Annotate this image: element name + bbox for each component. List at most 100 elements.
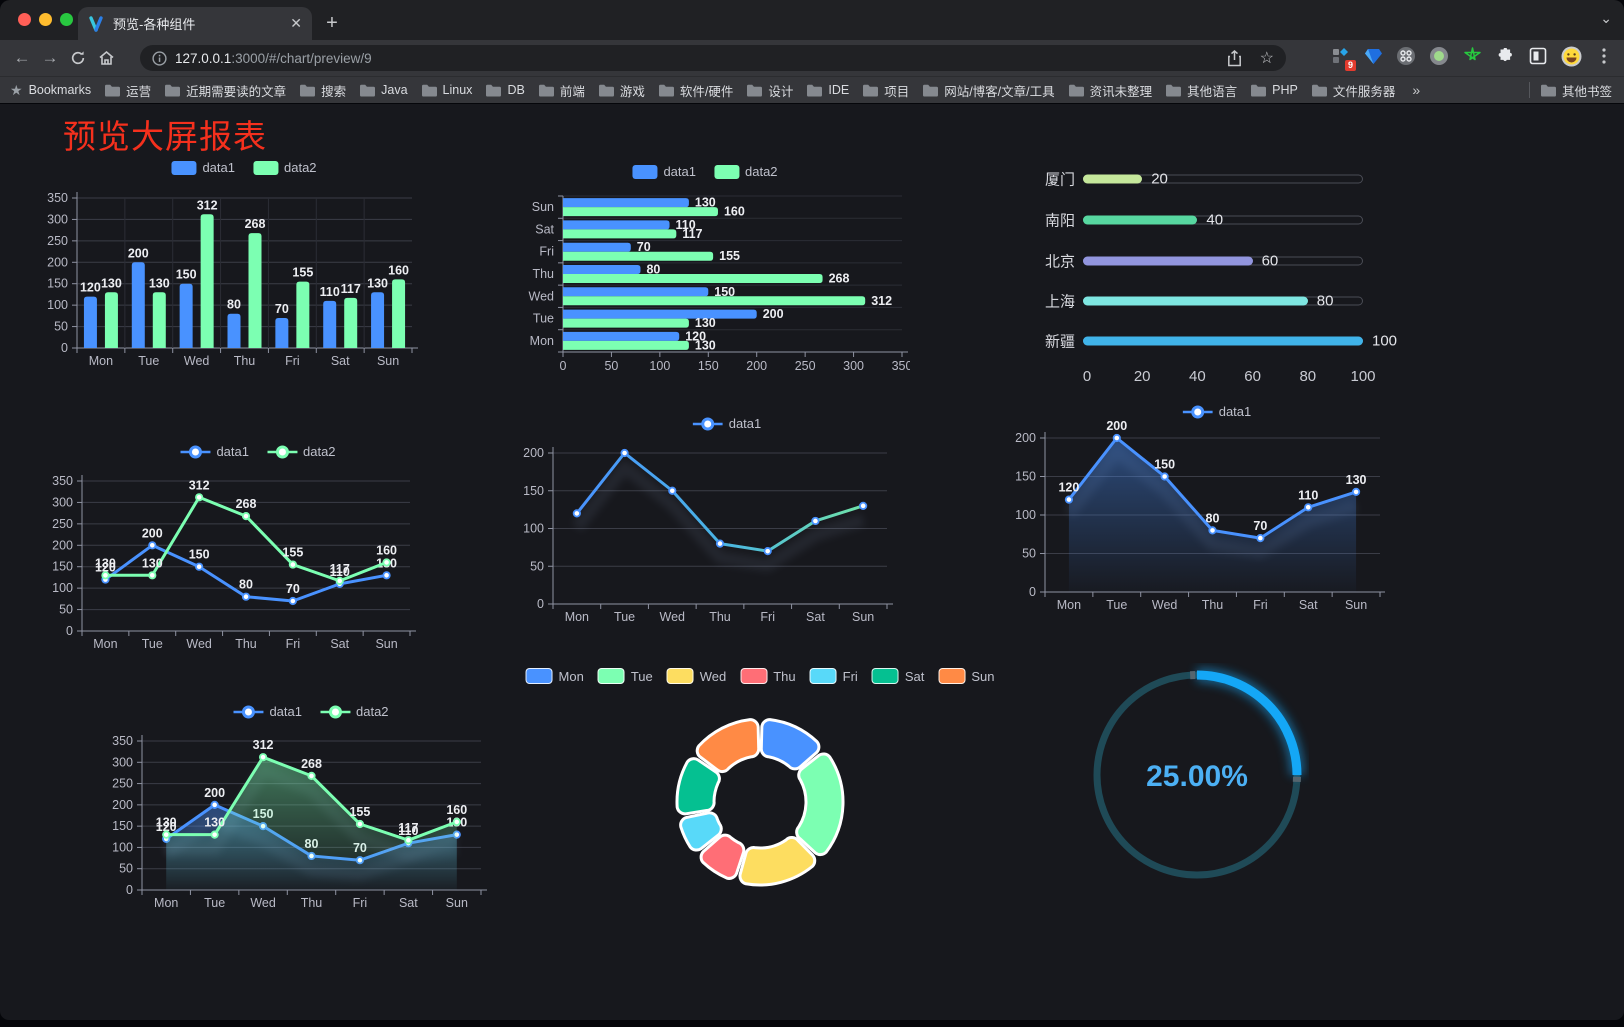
legend-item-data2[interactable]: data2: [253, 160, 317, 175]
legend-item-Tue[interactable]: Tue: [597, 668, 653, 684]
legend-item-Thu[interactable]: Thu: [740, 668, 796, 684]
emoji-extension-icon[interactable]: [1559, 44, 1583, 68]
bookmark-star-icon[interactable]: ☆: [1259, 50, 1274, 67]
bookmark-item[interactable]: 文件服务器: [1311, 81, 1395, 100]
svg-text:268: 268: [245, 217, 266, 231]
bookmark-item[interactable]: 设计: [746, 81, 793, 100]
back-button[interactable]: ←: [13, 48, 31, 67]
forward-button[interactable]: →: [41, 48, 59, 67]
bookmark-item[interactable]: 运营: [104, 81, 151, 100]
chart-city-progress[interactable]: 厦门 20 南阳 40 北京 60 上海 80 新疆 100 0 20 40 60 80 100: [1000, 150, 1400, 395]
share-icon[interactable]: [1227, 49, 1242, 67]
minimize-window-button[interactable]: [39, 13, 52, 26]
chart-weekday-donut[interactable]: Mon Tue Wed Thu Fri Sat Sun: [525, 660, 994, 920]
svg-text:50: 50: [54, 320, 68, 334]
svg-text:250: 250: [47, 234, 68, 248]
legend-item-data1[interactable]: data1: [632, 164, 696, 179]
bookmark-item[interactable]: 搜索: [299, 81, 346, 100]
tab-search-chevron-icon[interactable]: ⌄: [1600, 10, 1612, 26]
svg-text:130: 130: [156, 816, 177, 830]
browser-menu-kebab-icon[interactable]: [1592, 44, 1616, 68]
svg-text:200: 200: [47, 255, 68, 269]
legend-item-data2[interactable]: data2: [267, 444, 336, 459]
chart-two-area-line[interactable]: data1 data2 0 50 100 150 200 250 300 350 Mon Tue Wed…: [95, 685, 495, 927]
chart-grouped-bar-horizontal[interactable]: data1 data2 0 50 100 150 200 250 300 350 Mon 120 130…: [500, 150, 913, 382]
legend-item-data1[interactable]: data1: [692, 416, 761, 431]
legend-item-Mon[interactable]: Mon: [525, 668, 584, 684]
green-star-extension-icon[interactable]: [1460, 44, 1484, 68]
bookmark-item[interactable]: 软件/硬件: [658, 81, 733, 100]
legend-item-data2[interactable]: data2: [320, 704, 389, 719]
bookmark-item[interactable]: 项目: [862, 81, 909, 100]
legend-item-Fri[interactable]: Fri: [809, 668, 858, 684]
bookmark-item[interactable]: 游戏: [598, 81, 645, 100]
legend-item-Sun[interactable]: Sun: [938, 668, 994, 684]
bookmark-item[interactable]: IDE: [806, 83, 849, 97]
svg-text:Tue: Tue: [204, 896, 225, 910]
svg-text:200: 200: [523, 446, 544, 460]
legend-item-data2[interactable]: data2: [714, 164, 778, 179]
bookmark-item[interactable]: 前端: [538, 81, 585, 100]
chart-two-line[interactable]: data1 data2 0 50 100 150 200 250 300 350 Mon Tue Wed…: [40, 430, 440, 665]
green-dot-extension-icon[interactable]: [1427, 44, 1451, 68]
new-tab-button[interactable]: +: [326, 11, 338, 34]
bookmark-item[interactable]: 资讯未整理: [1068, 81, 1152, 100]
bookmark-item[interactable]: Linux: [421, 83, 472, 97]
chart-legend[interactable]: data1: [1182, 404, 1251, 419]
dark-reader-extension-icon[interactable]: [1526, 44, 1550, 68]
url-bar[interactable]: 127.0.0.1:3000/#/chart/preview/9 ☆: [140, 45, 1286, 71]
legend-label: data1: [269, 704, 302, 719]
home-button[interactable]: [92, 44, 120, 72]
folder-icon: [1251, 84, 1267, 96]
bookmark-item[interactable]: 网站/博客/文章/工具: [922, 81, 1055, 100]
bookmarks-overflow-chevron[interactable]: »: [1412, 82, 1421, 98]
svg-text:110: 110: [1298, 488, 1318, 502]
site-info-icon[interactable]: [152, 50, 167, 66]
bookmark-item[interactable]: Java: [359, 83, 408, 97]
legend-item-Wed[interactable]: Wed: [666, 668, 726, 684]
svg-text:70: 70: [286, 582, 300, 596]
legend-item-data1[interactable]: data1: [171, 160, 235, 175]
bookmarks-manager-item[interactable]: ★ Bookmarks: [10, 82, 91, 99]
bookmark-item[interactable]: 其他语言: [1165, 81, 1237, 100]
chart-grouped-bar[interactable]: data1 data2 0 50 100 150 200 250 300 350 Mon Tue Wed…: [30, 150, 425, 378]
svg-text:Mon: Mon: [565, 610, 589, 624]
chart-legend[interactable]: data1 data2: [233, 704, 389, 719]
gem-extension-icon[interactable]: [1361, 44, 1385, 68]
legend-item-data1[interactable]: data1: [1182, 404, 1251, 419]
close-window-button[interactable]: [18, 13, 31, 26]
chart-legend[interactable]: data1 data2: [180, 444, 336, 459]
other-bookmarks-item[interactable]: 其他书签: [1540, 81, 1612, 100]
bookmark-item[interactable]: PHP: [1250, 83, 1298, 97]
chart-legend[interactable]: data1: [692, 416, 761, 431]
chart-area-line[interactable]: data1 0 50 100 150 200 Mon Tue Wed Thu Fri Sat Sun 12…: [965, 385, 1386, 625]
legend-label: data2: [284, 160, 317, 175]
chart-legend[interactable]: data1 data2: [632, 164, 778, 179]
legend-item-data1[interactable]: data1: [233, 704, 302, 719]
svg-text:Mon: Mon: [89, 354, 113, 368]
chart-legend[interactable]: data1 data2: [171, 160, 317, 175]
chart-legend[interactable]: Mon Tue Wed Thu Fri Sat Sun: [525, 668, 994, 684]
command-extension-icon[interactable]: [1394, 44, 1418, 68]
gauge-value-text: 25.00%: [1146, 760, 1248, 793]
svg-text:80: 80: [227, 298, 241, 312]
folder-icon: [486, 84, 502, 96]
bookmark-item[interactable]: DB: [485, 83, 525, 97]
bookmark-label: PHP: [1272, 83, 1298, 97]
bookmark-item[interactable]: 近期需要读的文章: [164, 81, 286, 100]
maximize-window-button[interactable]: [60, 13, 73, 26]
svg-text:130: 130: [204, 816, 225, 830]
svg-text:130: 130: [695, 316, 716, 330]
tab-close-icon[interactable]: ✕: [290, 15, 302, 31]
browser-tab[interactable]: 预览-各种组件 ✕: [78, 7, 312, 40]
chart-percent-gauge[interactable]: 25.00%: [1085, 663, 1309, 887]
extensions-puzzle-icon[interactable]: [1493, 44, 1517, 68]
svg-text:200: 200: [1015, 431, 1036, 445]
legend-item-Sat[interactable]: Sat: [871, 668, 924, 684]
chart-gradient-line[interactable]: data1 0 50 100 150 200 Mon Tue Wed Thu Fri Sat Sun: [505, 400, 905, 635]
legend-item-data1[interactable]: data1: [180, 444, 249, 459]
reload-button[interactable]: [64, 44, 92, 72]
tampermonkey-extension-icon[interactable]: 9: [1328, 44, 1356, 71]
legend-label: data1: [202, 160, 235, 175]
